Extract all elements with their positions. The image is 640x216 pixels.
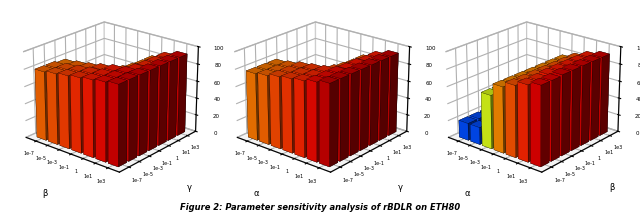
Text: Figure 2: Parameter sensitivity analysis of rBDLR on ETH80: Figure 2: Parameter sensitivity analysis… [180,203,460,212]
X-axis label: α: α [465,189,470,198]
Y-axis label: γ: γ [398,183,403,192]
Y-axis label: γ: γ [187,183,192,192]
Y-axis label: β: β [609,183,614,192]
X-axis label: α: α [253,189,259,198]
X-axis label: β: β [42,189,48,198]
